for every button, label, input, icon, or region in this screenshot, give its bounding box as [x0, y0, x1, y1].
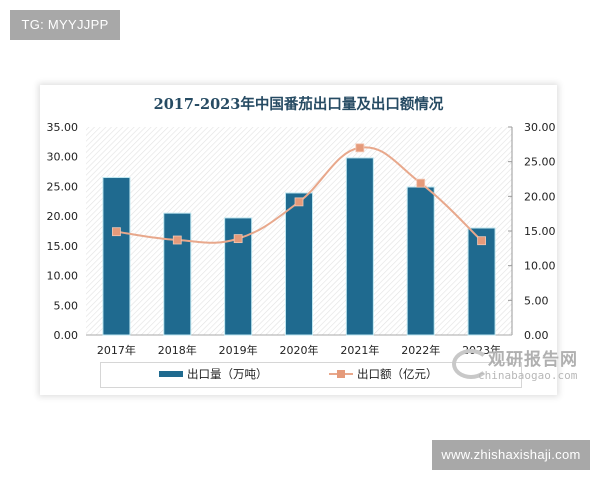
chart-plot: 0.00 5.00 10.00 15.00 20.00 25.00 30.00 35.00 0.…: [47, 121, 556, 357]
bar-export-volume: [102, 177, 131, 336]
top-watermark-badge: TG: MYYJJPP: [10, 10, 120, 40]
x-axis-tick-label: 2020年: [280, 343, 319, 357]
left-axis-tick-label: 35.00: [47, 121, 79, 134]
left-axis-tick-label: 20.00: [47, 210, 79, 223]
right-axis-tick-label: 20.00: [524, 190, 556, 203]
x-axis-tick-label: 2017年: [97, 343, 136, 357]
x-axis-tick-label: 2023年: [462, 343, 501, 357]
right-axis-tick-label: 10.00: [524, 260, 556, 273]
right-axis-tick-label: 15.00: [524, 225, 556, 238]
x-axis-tick-label: 2021年: [340, 343, 379, 357]
chart-title: 2017-2023年中国番茄出口量及出口额情况: [153, 96, 444, 113]
right-axis-tick-label: 30.00: [524, 121, 556, 134]
x-axis-tick-label: 2018年: [158, 343, 197, 357]
chart-frame: 2017-2023年中国番茄出口量及出口额情况 0.00 5.00 10.00 15.…: [40, 85, 577, 395]
bar-export-volume: [406, 186, 435, 336]
right-axis-tick-label: 5.00: [524, 294, 549, 307]
left-axis-tick-label: 15.00: [47, 240, 79, 253]
bar-swatch-icon: [159, 371, 183, 377]
line-marker-square-icon: [233, 234, 243, 244]
right-axis-tick-label: 0.00: [524, 329, 549, 342]
chart-legend: 出口量（万吨） 出口额（亿元）: [100, 362, 522, 388]
legend-item-export-value: 出口额（亿元）: [329, 366, 438, 382]
right-axis-tick-label: 25.00: [524, 156, 556, 169]
line-marker-square-icon: [112, 227, 121, 237]
line-marker-square-icon: [416, 178, 426, 188]
left-axis-tick-label: 0.00: [54, 329, 79, 342]
legend-item-export-volume: 出口量（万吨）: [159, 366, 268, 382]
left-axis-tick-label: 5.00: [54, 299, 79, 312]
bar-export-volume: [285, 192, 313, 336]
x-axis-tick-label: 2022年: [401, 343, 440, 357]
left-axis-tick-label: 25.00: [47, 180, 79, 193]
bar-export-volume: [163, 212, 192, 336]
line-marker-square-icon: [355, 143, 365, 153]
legend-label-volume: 出口量（万吨）: [187, 367, 268, 381]
left-axis-tick-label: 10.00: [47, 270, 79, 283]
line-marker-square-icon: [172, 235, 182, 245]
bar-export-volume: [345, 157, 374, 336]
line-marker-square-icon: [477, 236, 486, 246]
x-axis-tick-label: 2019年: [219, 343, 258, 357]
left-axis-tick-label: 30.00: [47, 151, 79, 164]
line-marker-swatch-icon: [329, 369, 353, 379]
line-marker-square-icon: [294, 197, 304, 207]
bar-export-volume: [467, 227, 496, 336]
legend-label-value: 出口额（亿元）: [357, 367, 438, 381]
bottom-watermark-badge: www.zhishaxishaji.com: [432, 440, 590, 470]
